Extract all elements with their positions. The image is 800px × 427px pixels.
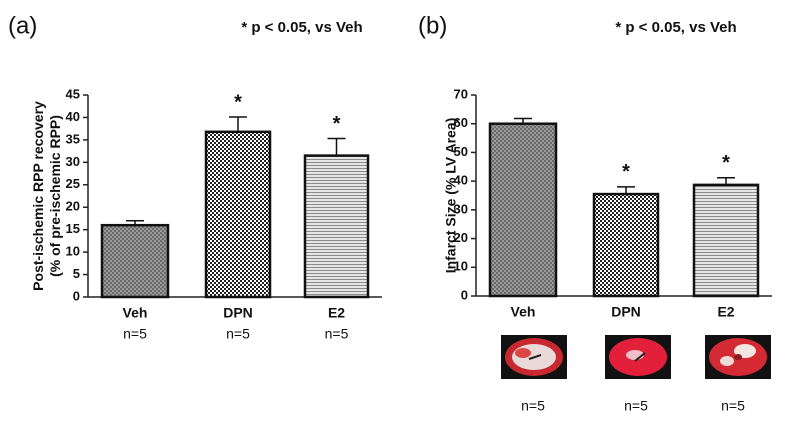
y-tick-label: 0 (461, 287, 468, 302)
y-tick-label: 30 (454, 201, 468, 216)
n-label: n=5 (721, 398, 745, 414)
significance-marker: * (622, 161, 630, 183)
y-tick-label: 0 (73, 288, 80, 303)
y-tick-label: 15 (66, 221, 80, 236)
bar (592, 192, 660, 298)
annotation: * p < 0.05, vs Veh (615, 19, 736, 36)
heart-images (501, 335, 771, 379)
x-tick-label: E2 (717, 304, 734, 320)
y-tick-label: 40 (66, 109, 80, 124)
bar (100, 223, 170, 299)
y-tick-label: 35 (66, 131, 80, 146)
y-tick-label: 25 (66, 176, 80, 191)
bar (303, 154, 370, 299)
y-axis-label: Post-ischemic RPP recovery (30, 101, 46, 291)
y-tick-label: 40 (454, 173, 468, 188)
n-label: n=5 (325, 326, 349, 342)
significance-marker: * (234, 91, 242, 113)
n-label: n=5 (521, 398, 545, 414)
annotation: * p < 0.05, vs Veh (241, 19, 362, 36)
y-tick-label: 50 (454, 144, 468, 159)
n-label: n=5 (624, 398, 648, 414)
y-tick-label: 20 (454, 230, 468, 245)
significance-marker: * (722, 152, 730, 174)
x-tick-label: DPN (223, 305, 253, 321)
y-tick-label: 10 (454, 259, 468, 274)
significance-marker: * (333, 113, 341, 135)
y-tick-label: 20 (66, 199, 80, 214)
x-tick-label: Veh (123, 305, 148, 321)
y-tick-label: 60 (454, 115, 468, 130)
bar (204, 130, 272, 299)
bar (692, 183, 760, 298)
y-tick-label: 10 (66, 244, 80, 259)
y-axis-label: Infarct Size (% LV Area) (443, 118, 459, 274)
y-tick-label: 5 (73, 266, 80, 281)
y-axis-label: (% of pre-ischemic RPP) (47, 115, 63, 277)
bar (488, 122, 558, 298)
n-label: n=5 (226, 326, 250, 342)
y-tick-label: 30 (66, 154, 80, 169)
y-tick-label: 70 (454, 86, 468, 101)
x-tick-label: E2 (328, 305, 345, 321)
panel-label: (a) (8, 12, 37, 39)
n-label: n=5 (123, 326, 147, 342)
panel-label: (b) (418, 12, 447, 39)
y-tick-label: 45 (66, 86, 80, 101)
x-tick-label: DPN (611, 304, 641, 320)
x-tick-label: Veh (511, 304, 536, 320)
